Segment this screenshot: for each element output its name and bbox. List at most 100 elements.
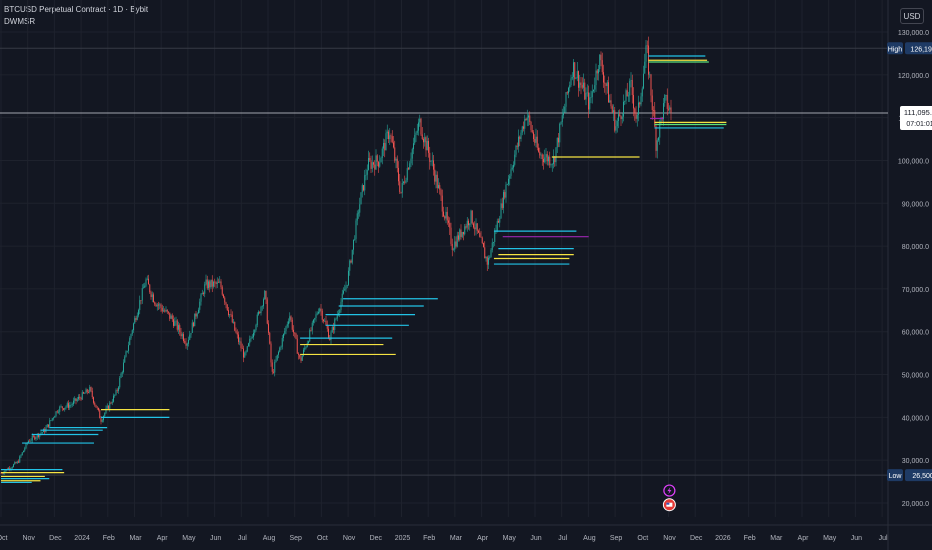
candle-body: [14, 462, 16, 465]
y-tick-label: 70,000.0: [902, 287, 929, 294]
candle-body: [94, 402, 96, 405]
candle-body: [445, 211, 447, 219]
countdown-label: 07:01:01: [906, 121, 932, 128]
candle-body: [566, 92, 568, 94]
candle-body: [478, 230, 479, 233]
candle-body: [78, 396, 79, 400]
high-tag: [887, 42, 903, 55]
candle-body: [178, 325, 179, 330]
candle-body: [225, 302, 227, 305]
candle-body: [260, 306, 262, 314]
candle-body: [315, 314, 317, 319]
candle-body: [533, 132, 534, 139]
candle-body: [141, 288, 143, 301]
x-tick-label: 2026: [715, 535, 731, 542]
candle-body: [591, 91, 593, 98]
candle-body: [556, 137, 558, 148]
candle-body: [198, 309, 199, 314]
candle-body: [399, 181, 401, 192]
candle-body: [188, 339, 189, 344]
candle-body: [595, 70, 597, 86]
candle-body: [651, 95, 653, 111]
candle-body: [368, 158, 369, 170]
candle-body: [119, 377, 121, 388]
candle-body: [496, 221, 498, 231]
candle-body: [503, 192, 504, 208]
candle-body: [525, 118, 527, 121]
candle-body: [486, 257, 488, 265]
candle-body: [200, 294, 202, 302]
candle-body: [415, 132, 417, 136]
x-tick-label: 2025: [395, 535, 411, 542]
candle-body: [174, 321, 176, 326]
candle-body: [323, 319, 324, 322]
candle-body: [609, 100, 611, 103]
candle-body: [530, 121, 532, 130]
candle-body: [623, 101, 624, 117]
candle-body: [219, 281, 221, 283]
candle-body: [300, 357, 302, 361]
candle-body: [51, 418, 53, 421]
candle-body: [455, 241, 457, 247]
candle-body: [273, 371, 274, 373]
candle-body: [175, 320, 177, 322]
candle-body: [669, 107, 671, 110]
candle-body: [454, 241, 456, 250]
candle-body: [585, 92, 587, 100]
candle-body: [83, 392, 84, 394]
candle-body: [473, 223, 474, 228]
candle-body: [369, 158, 371, 161]
candle-body: [170, 315, 172, 319]
candle-body: [185, 342, 187, 346]
high-value-badge: [905, 42, 932, 55]
candle-body: [653, 110, 654, 111]
low-value-badge: [905, 469, 932, 482]
candle-body: [441, 195, 443, 212]
candle-body: [620, 115, 622, 120]
x-tick-label: Dec: [370, 535, 383, 542]
candle-body: [405, 180, 407, 183]
candle-body: [20, 455, 22, 457]
candle-body: [344, 289, 346, 291]
candle-body: [429, 152, 431, 162]
candle-body: [479, 232, 481, 237]
low-tag: [887, 469, 903, 482]
candle-body: [90, 387, 92, 391]
x-tick-label: Nov: [663, 535, 676, 542]
candle-body: [375, 155, 377, 170]
candle-body: [86, 389, 88, 393]
candle-body: [139, 300, 141, 311]
candle-body: [65, 406, 67, 408]
candle-body: [485, 257, 487, 259]
candle-body: [656, 140, 658, 151]
candle-body: [36, 433, 38, 438]
candle-body: [348, 270, 349, 285]
candle-body: [79, 396, 81, 398]
candle-body: [408, 168, 409, 170]
candle-body: [166, 309, 168, 312]
candle-body: [449, 222, 451, 228]
candle-body: [131, 330, 133, 335]
candle-body: [49, 420, 51, 427]
candle-body: [135, 318, 137, 320]
candle-body: [569, 85, 571, 88]
candle-body: [599, 54, 601, 70]
candle-body: [596, 70, 598, 74]
candle-body: [316, 313, 318, 315]
candle-body: [291, 319, 293, 330]
candle-body: [435, 174, 437, 182]
currency-button[interactable]: USD: [900, 8, 924, 24]
candle-body: [588, 92, 589, 110]
candle-body: [574, 62, 576, 79]
candle-body: [243, 348, 244, 358]
candle-body: [366, 169, 368, 175]
candle-body: [398, 167, 399, 182]
candle-body: [96, 407, 98, 409]
candle-body: [53, 417, 54, 419]
candle-body: [610, 100, 612, 107]
candle-body: [199, 301, 201, 310]
candle-body: [169, 312, 171, 319]
candle-body: [46, 424, 48, 428]
candle-body: [579, 82, 581, 88]
